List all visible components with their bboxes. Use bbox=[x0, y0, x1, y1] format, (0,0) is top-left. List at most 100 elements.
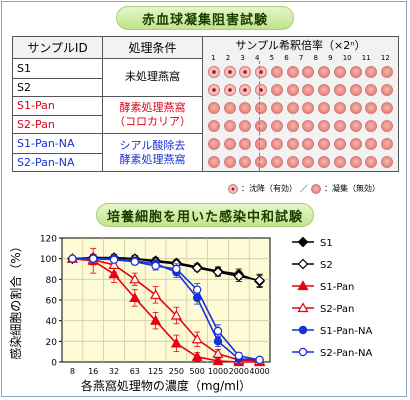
legend-label: S2-Pan-NA bbox=[320, 348, 372, 359]
agglutinated-well bbox=[333, 120, 346, 132]
settled-well bbox=[239, 84, 252, 96]
agglutinated-well-icon bbox=[311, 183, 321, 194]
legend-marker bbox=[298, 347, 308, 357]
x-tick-label: 32 bbox=[109, 367, 119, 376]
agglutinated-well bbox=[381, 120, 394, 132]
condition-line: 酵素処理燕窩 bbox=[119, 152, 186, 166]
settled-well bbox=[239, 66, 252, 78]
agglutinated-well bbox=[333, 138, 346, 150]
data-point-s2-pan-na bbox=[234, 351, 243, 361]
series-line-s2-pan bbox=[72, 257, 260, 362]
agglutinated-well bbox=[286, 84, 299, 96]
sample-id-label: S2-Pan bbox=[17, 118, 55, 132]
legend-label: S2 bbox=[320, 260, 333, 271]
agglutinated-well bbox=[239, 156, 252, 168]
agglutinated-well bbox=[381, 66, 394, 78]
agglutinated-well bbox=[302, 66, 315, 78]
agglutinated-well bbox=[286, 102, 299, 114]
dilution-step-label: 2 bbox=[225, 54, 231, 62]
condition-sialic-removed: シアル酸除去 酵素処理燕窩 bbox=[102, 133, 203, 172]
agglutinated-well bbox=[239, 120, 252, 132]
agglutinated-well bbox=[333, 66, 346, 78]
data-point-s2 bbox=[233, 270, 245, 282]
series-line-s2 bbox=[72, 256, 260, 282]
sample-id-label: S1-Pan bbox=[17, 99, 55, 113]
sample-id-label: S1 bbox=[17, 61, 31, 75]
hemagglutination-title: 赤血球凝集阻害試験 bbox=[116, 6, 294, 30]
well-rows bbox=[203, 63, 398, 171]
data-point-s1-pan bbox=[108, 268, 120, 279]
data-point-s2-pan-na bbox=[255, 355, 264, 365]
agglutinated-well bbox=[302, 156, 315, 168]
y-tick-label: 0 bbox=[51, 359, 57, 369]
agglutinated-well bbox=[349, 156, 362, 168]
dilution-step-label: 8 bbox=[313, 54, 318, 62]
agglutinated-well bbox=[381, 102, 394, 114]
data-point-s2-pan-na bbox=[213, 326, 223, 336]
sample-id-row: S2-Pan-NA bbox=[12, 153, 103, 172]
agglutinated-well bbox=[349, 102, 362, 114]
agglutinated-well bbox=[318, 120, 331, 132]
dilution-divider bbox=[258, 61, 260, 171]
agglutinated-well bbox=[318, 156, 331, 168]
agglutinated-well bbox=[365, 84, 378, 96]
data-point-s1-pan-na bbox=[213, 337, 223, 346]
legend-marker bbox=[297, 258, 309, 270]
agglutinated-well bbox=[381, 84, 394, 96]
well-row bbox=[203, 81, 398, 99]
agglutinated-well bbox=[255, 120, 268, 132]
condition-line: （コロカリア） bbox=[114, 114, 191, 128]
agglutinated-well bbox=[333, 84, 346, 96]
agglutinated-well bbox=[223, 102, 236, 114]
agglutinated-well bbox=[302, 138, 315, 150]
agglutinated-well bbox=[286, 120, 299, 132]
data-point-s2 bbox=[191, 262, 203, 274]
agglutinated-well bbox=[349, 138, 362, 150]
agglutinated-well bbox=[286, 156, 299, 168]
data-point-s2-pan-na bbox=[88, 254, 98, 263]
legend-marker bbox=[298, 325, 308, 335]
data-point-s2-pan bbox=[191, 333, 203, 344]
legend-separator: ／ bbox=[300, 184, 308, 193]
legend-label: S2-Pan bbox=[320, 304, 354, 315]
condition-line: 未処理燕窩 bbox=[125, 70, 180, 84]
legend-marker bbox=[297, 302, 309, 313]
dilution-step-label: 12 bbox=[380, 54, 390, 62]
x-tick-label: 500 bbox=[190, 367, 205, 376]
legend-marker bbox=[297, 280, 309, 291]
agglutinated-well bbox=[270, 138, 283, 150]
x-tick-label: 1000 bbox=[208, 367, 228, 376]
x-tick-label: 16 bbox=[88, 367, 98, 376]
y-tick-label: 20 bbox=[46, 338, 58, 348]
agglutinated-well bbox=[365, 156, 378, 168]
dilution-step-label: 11 bbox=[361, 54, 371, 62]
well-row bbox=[203, 117, 398, 135]
data-point-s2-pan bbox=[150, 289, 162, 299]
agglutinated-well bbox=[318, 66, 331, 78]
dilution-step-label: 4 bbox=[254, 54, 260, 62]
settled-well bbox=[207, 84, 220, 96]
data-point-s2-pan-na bbox=[68, 254, 77, 263]
header-sample-id: サンプルID bbox=[12, 36, 103, 59]
agglutinated-well bbox=[302, 102, 315, 114]
legend-marker bbox=[297, 236, 309, 248]
agglutinated-well bbox=[207, 102, 220, 114]
agglutinated-well bbox=[318, 138, 331, 150]
agglutinated-well bbox=[270, 156, 283, 168]
legend-label: S1 bbox=[320, 238, 333, 249]
data-point-s1-pan bbox=[170, 337, 182, 348]
agglutinated-well bbox=[270, 102, 283, 114]
well-row bbox=[203, 153, 398, 171]
agglutinated-well bbox=[333, 156, 346, 168]
data-point-s2-pan bbox=[108, 259, 120, 269]
agglutinated-well bbox=[302, 120, 315, 132]
sample-id-label: S2 bbox=[17, 80, 31, 94]
condition-line: 酵素処理燕窩 bbox=[119, 100, 186, 114]
y-axis-label: 感染細胞の割合（%） bbox=[8, 240, 23, 359]
data-point-s2-pan-na bbox=[192, 285, 202, 294]
agglutinated-well bbox=[349, 84, 362, 96]
well-row bbox=[203, 135, 398, 153]
x-tick-label: 63 bbox=[130, 367, 140, 376]
x-axis-label: 各燕窩処理物の濃度（mg/ml） bbox=[81, 378, 251, 393]
settled-well-icon bbox=[228, 183, 238, 194]
